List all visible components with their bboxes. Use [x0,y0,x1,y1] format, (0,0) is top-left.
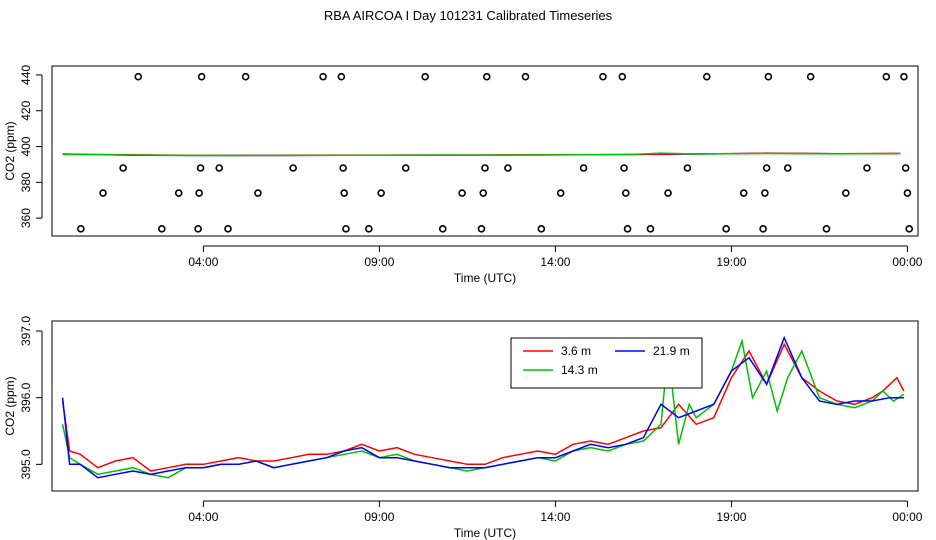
data-point [537,225,546,233]
x-axis-label: Time (UTC) [454,526,516,540]
data-point [215,164,224,172]
data-point [195,189,203,197]
data-point [759,225,767,233]
data-point [764,72,773,81]
data-point [901,164,910,172]
data-point [289,164,297,172]
data-point [900,72,908,81]
data-point [905,225,913,233]
data-point [762,164,771,172]
data-point [504,164,512,172]
data-point [197,72,206,81]
legend-box [510,337,703,389]
series-line [61,338,905,479]
x-tick-label: 04:00 [188,255,218,269]
y-tick-label: 360 [19,208,33,228]
x-tick-label: 04:00 [188,510,218,524]
data-point [224,225,232,233]
x-tick-label: 19:00 [716,510,746,524]
data-point [377,189,385,197]
data-point [664,189,672,197]
y-tick-label: 395.0 [19,449,33,479]
data-point [702,72,711,81]
y-tick-label: 440 [19,65,33,85]
data-point [882,72,891,81]
y-tick-label: 396.0 [19,382,33,412]
data-point [342,225,350,233]
data-point [761,189,769,197]
data-point [579,164,588,172]
series-line [62,152,901,157]
data-point [119,164,127,172]
data-point [337,72,346,81]
data-point [438,225,447,233]
data-point [241,72,250,81]
data-point [339,164,347,172]
plot-frame [51,320,919,492]
data-point [822,225,831,233]
data-point [421,72,429,81]
data-point [340,189,348,197]
x-tick-label: 00:00 [892,510,922,524]
data-point [174,189,183,197]
bottom-panel: 04:00 09:00 14:00 19:00 00:00 Time (UTC) 395.0… [3,316,923,540]
data-point [134,72,143,81]
top-panel: 04:00 09:00 14:00 19:00 00:00 Time (UTC) 360 38… [3,65,923,285]
data-point [99,189,107,197]
y-axis-label: CO2 (ppm) [3,376,17,435]
data-point [458,189,466,197]
data-point [365,225,373,233]
legend-label: 3.6 m [561,344,591,358]
plot-frame [51,65,919,237]
x-tick-label: 19:00 [716,255,746,269]
series-line [61,335,904,479]
data-point [806,72,815,81]
data-point [863,164,871,172]
legend-label: 14.3 m [561,363,598,377]
data-point [683,164,692,172]
data-point [477,225,486,233]
data-point [739,189,748,197]
data-point [254,189,262,197]
data-point [722,225,730,233]
y-tick-label: 420 [19,100,33,120]
figure-title: RBA AIRCOA I Day 101231 Calibrated Times… [323,8,613,23]
x-tick-label: 00:00 [892,255,922,269]
data-point [783,164,792,172]
data-point [903,189,912,197]
data-point [194,225,202,233]
data-point [521,72,530,81]
data-point [481,164,489,172]
series-line [61,342,905,472]
data-point [556,189,565,197]
y-tick-label: 400 [19,136,33,156]
data-point [599,72,607,81]
x-tick-label: 14:00 [540,255,570,269]
y-tick-label: 397.0 [19,316,33,346]
data-point [158,225,166,233]
y-axis-label: CO2 (ppm) [3,121,17,180]
data-point [618,72,627,81]
x-tick-label: 14:00 [540,510,570,524]
data-point [401,164,410,172]
data-point [842,189,850,197]
x-tick-label: 09:00 [364,510,394,524]
data-point [623,225,632,233]
x-axis-label: Time (UTC) [454,271,516,285]
y-tick-label: 380 [19,172,33,192]
data-point [196,164,205,172]
data-point [77,225,85,233]
data-point [479,189,488,197]
data-point [646,225,655,233]
x-tick-label: 09:00 [364,255,394,269]
data-point [620,164,628,172]
legend-label: 21.9 m [653,344,690,358]
data-point [482,72,491,81]
data-point [319,72,327,81]
data-point [622,189,630,197]
